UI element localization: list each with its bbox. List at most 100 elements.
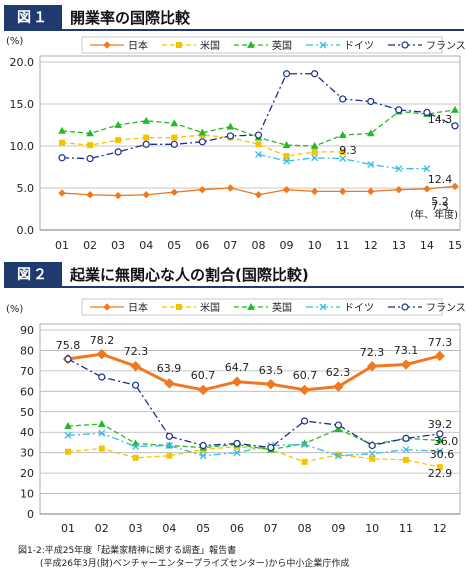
legend-label-3: ドイツ xyxy=(344,303,374,314)
data-point xyxy=(233,439,241,448)
data-point xyxy=(199,452,207,460)
data-point xyxy=(226,184,235,192)
data-point xyxy=(170,140,178,148)
y-tick-label: 70 xyxy=(20,365,34,378)
data-point xyxy=(199,441,207,450)
x-tick-label: 12 xyxy=(433,522,447,535)
data-point xyxy=(434,350,446,362)
data-point xyxy=(115,137,122,144)
data-point xyxy=(282,185,291,194)
y-tick-label: 5.0 xyxy=(17,182,35,195)
x-tick-label: 02 xyxy=(83,239,97,252)
y-tick-label: 40 xyxy=(20,426,34,439)
data-point xyxy=(58,189,66,197)
legend-label-4: フランス xyxy=(426,302,466,314)
x-tick-label: 05 xyxy=(167,239,181,252)
data-point xyxy=(142,116,151,124)
data-point xyxy=(402,434,410,442)
series-line-2 xyxy=(67,423,440,451)
data-point xyxy=(132,381,140,389)
data-point xyxy=(282,141,291,149)
data-point xyxy=(395,165,403,173)
series-1 xyxy=(65,443,443,471)
data-point xyxy=(367,97,375,106)
y-tick-label: 30 xyxy=(20,447,34,460)
data-point xyxy=(64,431,72,439)
data-point xyxy=(436,430,444,438)
data-point xyxy=(435,436,444,444)
data-point xyxy=(338,187,347,196)
y-tick-label: 15.0 xyxy=(10,98,35,111)
data-point xyxy=(226,132,235,140)
data-label: 72.3 xyxy=(360,346,385,359)
data-point xyxy=(114,191,122,200)
data-point xyxy=(367,161,375,168)
y-tick-label: 10 xyxy=(20,488,34,501)
x-tick-label: 15 xyxy=(448,239,462,252)
data-point xyxy=(59,139,65,146)
data-point xyxy=(283,157,291,165)
data-point xyxy=(166,452,173,459)
data-point xyxy=(334,421,342,429)
data-label: 63.5 xyxy=(259,364,284,377)
data-point xyxy=(142,191,150,199)
legend-marker-1 xyxy=(176,304,182,310)
legend-label-2: 英国 xyxy=(272,301,292,314)
data-point xyxy=(436,464,443,471)
legend-marker-1 xyxy=(176,42,182,48)
data-point xyxy=(170,119,179,127)
data-label: 62.3 xyxy=(326,366,351,379)
legend-label-3: ドイツ xyxy=(344,41,374,52)
data-point xyxy=(86,129,94,137)
series-line-3 xyxy=(67,432,440,457)
data-point xyxy=(65,448,71,455)
data-point xyxy=(171,134,178,141)
data-point xyxy=(339,95,347,103)
data-point xyxy=(198,185,207,194)
legend-label-0: 日本 xyxy=(128,301,148,314)
x-tick-label: 11 xyxy=(336,239,350,252)
data-label: 14.3 xyxy=(428,113,453,126)
data-point xyxy=(267,443,275,452)
legend-marker-3 xyxy=(319,303,327,311)
y-tick-label: 60 xyxy=(20,385,34,398)
data-point xyxy=(226,122,235,130)
data-point xyxy=(423,185,431,193)
data-point xyxy=(142,140,150,148)
data-point xyxy=(366,129,375,137)
x-tick-label: 04 xyxy=(139,239,153,252)
data-label: 72.3 xyxy=(124,345,149,358)
data-point xyxy=(339,148,346,155)
data-point xyxy=(299,384,310,396)
figure1-title-rule xyxy=(62,29,464,31)
data-point xyxy=(310,141,319,149)
data-point xyxy=(58,154,66,162)
series-4 xyxy=(64,355,444,452)
figure2-title-rule xyxy=(62,286,464,288)
data-label: 63.9 xyxy=(157,362,182,375)
data-point xyxy=(98,373,106,381)
data-point xyxy=(255,150,262,158)
x-tick-label: 13 xyxy=(392,239,406,252)
y-tick-label: 20.0 xyxy=(10,56,35,69)
x-tick-label: 08 xyxy=(251,239,265,252)
data-point xyxy=(451,122,459,130)
data-point xyxy=(114,148,122,156)
legend-label-1: 米国 xyxy=(200,39,220,52)
data-point xyxy=(310,187,319,196)
data-label: 73.1 xyxy=(394,344,419,357)
legend-marker-2 xyxy=(247,302,255,310)
series-line-4 xyxy=(67,358,440,449)
data-point xyxy=(132,443,140,450)
data-label: 60.7 xyxy=(293,369,318,382)
figure2-badge: 図２ xyxy=(4,262,62,288)
x-tick-label: 07 xyxy=(223,239,237,252)
data-label: 77.3 xyxy=(428,336,453,349)
data-point xyxy=(368,450,376,458)
data-point xyxy=(282,70,291,78)
figure2-title: 起業に無関心な人の割合(国際比較) xyxy=(70,266,309,284)
legend-marker-0 xyxy=(103,41,111,49)
data-point xyxy=(231,376,243,387)
data-point xyxy=(265,378,277,390)
y-tick-label: 90 xyxy=(20,324,34,337)
